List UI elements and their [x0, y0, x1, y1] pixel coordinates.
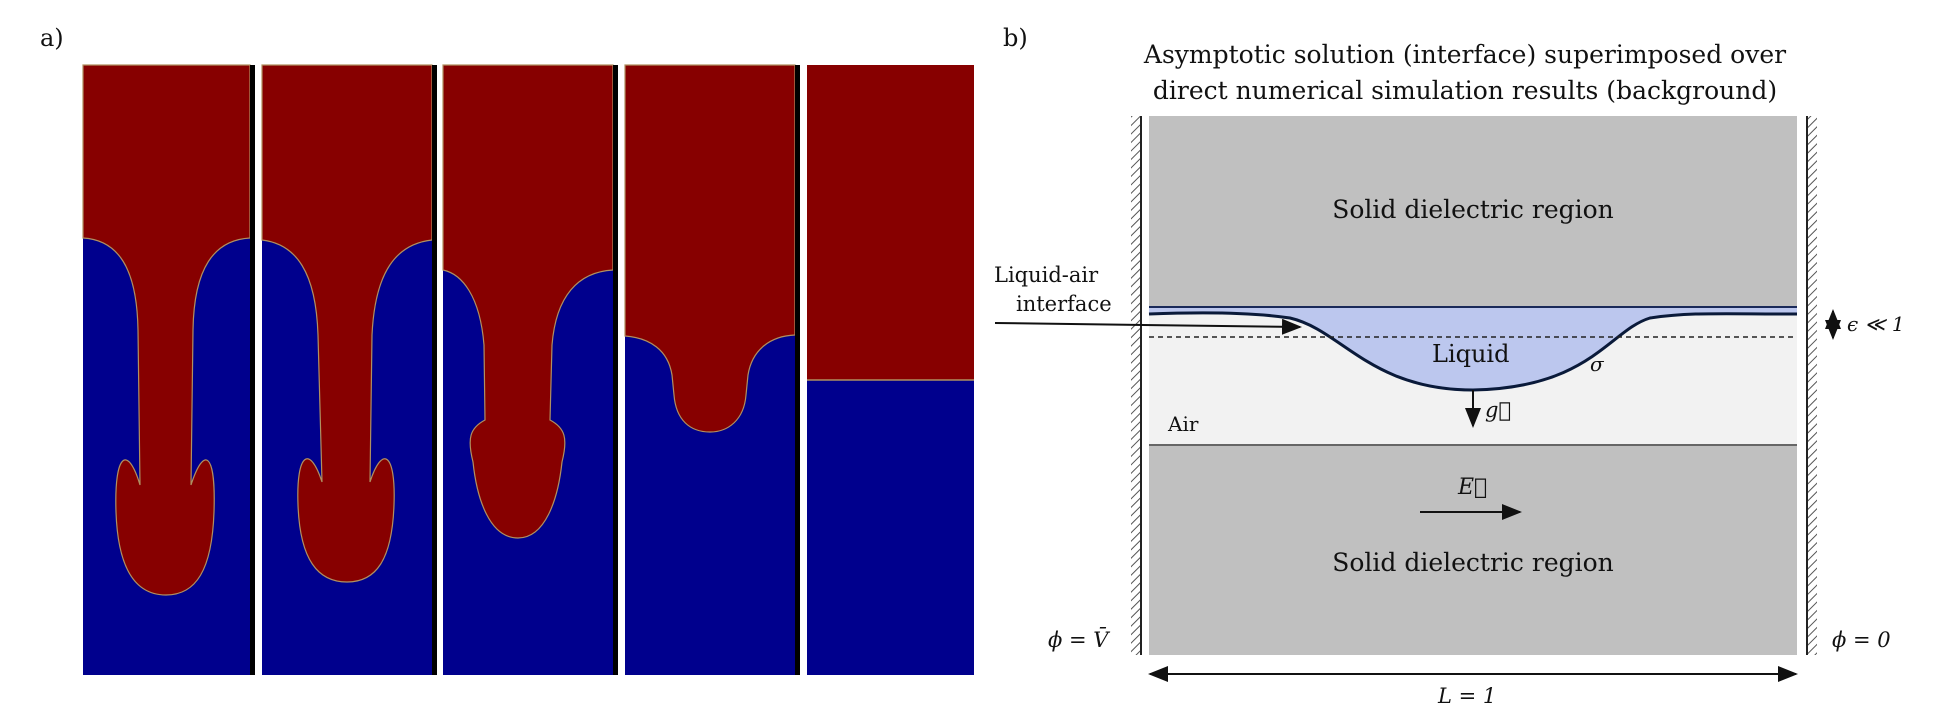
liquid-region	[1149, 307, 1797, 390]
liquid-region-frame-2	[261, 64, 433, 583]
top-solid-region	[1149, 116, 1797, 307]
simulation-frame-4	[624, 64, 796, 675]
right-potential-label: ϕ = 0	[1832, 628, 1891, 652]
liquid-label: Liquid	[1432, 340, 1510, 368]
bottom-region-label: Solid dielectric region	[1332, 548, 1614, 577]
epsilon-label: ϵ ≪ 1	[1847, 312, 1905, 336]
right-electrode	[1807, 116, 1817, 655]
gravity-label: g⃗	[1485, 398, 1512, 422]
simulation-frame-3	[442, 64, 614, 675]
simulation-frame-5	[807, 65, 974, 675]
panel-b-title-line-1: Asymptotic solution (interface) superimp…	[1143, 40, 1787, 69]
top-region-label: Solid dielectric region	[1332, 195, 1614, 224]
field-label: E⃗	[1458, 475, 1488, 500]
sigma-label: σ	[1590, 352, 1604, 376]
left-electrode	[1131, 116, 1141, 655]
left-potential-label: ϕ = V̄	[1048, 628, 1109, 652]
liquid-region-frame-4	[624, 64, 796, 433]
liquid-region-frame-3	[442, 64, 614, 539]
liquid-region-frame-5	[807, 65, 974, 380]
interface-pointer-arrow	[994, 318, 1302, 335]
bottom-solid-region	[1149, 445, 1797, 655]
air-label: Air	[1168, 412, 1199, 436]
panel-a-label: a)	[40, 24, 64, 52]
liquid-region-frame-1	[82, 64, 251, 596]
panel-b-title-line-2: direct numerical simulation results (bac…	[1152, 76, 1778, 105]
interface-label-line-2: interface	[1016, 292, 1112, 316]
length-label: L = 1	[1438, 684, 1497, 708]
panel-b-label: b)	[1003, 24, 1028, 52]
liquid-air-interface	[1148, 311, 1798, 392]
simulation-frame-1	[82, 64, 251, 675]
interface-label-line-1: Liquid-air	[994, 263, 1099, 287]
simulation-frame-2	[261, 64, 433, 675]
